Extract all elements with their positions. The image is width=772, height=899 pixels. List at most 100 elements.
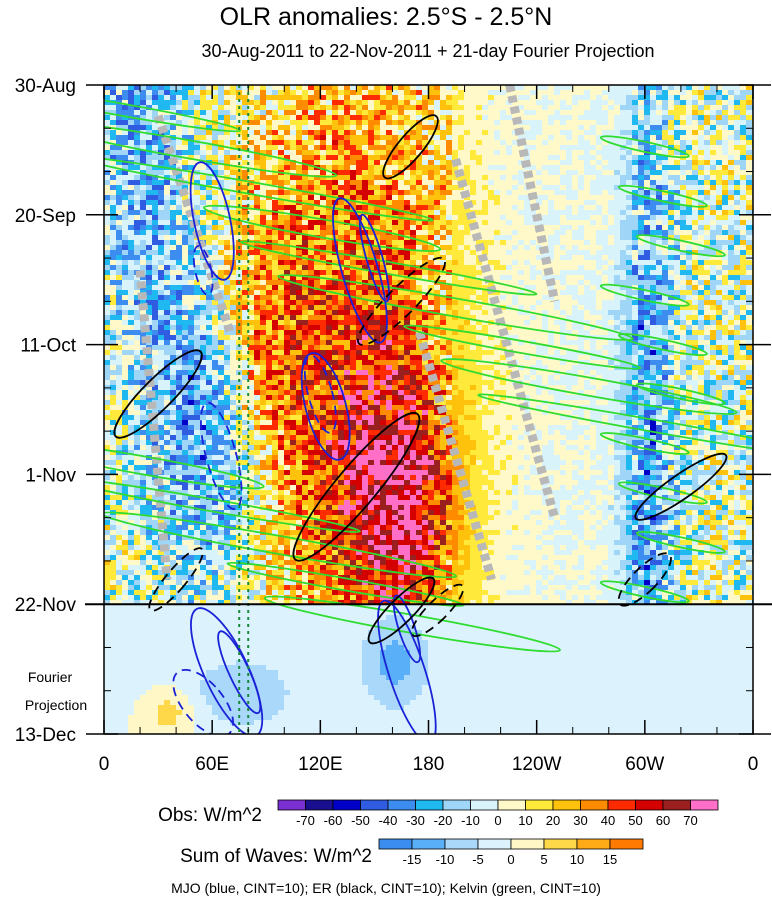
obs-field-cell: [110, 110, 117, 116]
projection-field-cell: [200, 610, 207, 616]
projection-field-cell: [170, 630, 177, 636]
projection-field-cell: [188, 695, 195, 701]
obs-field-cell: [104, 90, 111, 96]
obs-field-cell: [110, 495, 117, 501]
obs-field-cell: [314, 370, 321, 376]
obs-field-cell: [110, 115, 117, 121]
obs-field-cell: [236, 310, 243, 316]
projection-field-cell: [326, 640, 333, 646]
obs-field-cell: [218, 350, 225, 356]
obs-field-cell: [164, 425, 171, 431]
obs-field-cell: [236, 535, 243, 541]
obs-field-cell: [182, 550, 189, 556]
projection-field-cell: [128, 660, 135, 666]
obs-field-cell: [272, 555, 279, 561]
obs-field-cell: [260, 600, 267, 606]
obs-field-cell: [290, 320, 297, 326]
obs-field-cell: [230, 580, 237, 586]
obs-field-cell: [218, 120, 225, 126]
projection-field-cell: [272, 650, 279, 656]
obs-field-cell: [254, 120, 261, 126]
obs-field-cell: [314, 490, 321, 496]
obs-field-cell: [296, 260, 303, 266]
obs-field-cell: [128, 560, 135, 566]
obs-field-cell: [326, 325, 333, 331]
obs-field-cell: [320, 330, 327, 336]
projection-field-cell: [116, 685, 123, 691]
projection-field-cell: [266, 625, 273, 631]
projection-field-cell: [194, 690, 201, 696]
projection-field-cell: [164, 715, 171, 721]
obs-field-cell: [308, 385, 315, 391]
obs-field-cell: [146, 535, 153, 541]
obs-field-cell: [218, 360, 225, 366]
obs-field-cell: [218, 95, 225, 101]
obs-field-cell: [272, 430, 279, 436]
obs-field-cell: [266, 190, 273, 196]
projection-field-cell: [224, 680, 231, 686]
projection-field-cell: [248, 665, 255, 671]
obs-field-cell: [122, 310, 129, 316]
projection-field-cell: [110, 715, 117, 721]
projection-field-cell: [248, 635, 255, 641]
projection-field-cell: [266, 605, 273, 611]
projection-field-cell: [248, 630, 255, 636]
projection-field-cell: [134, 695, 141, 701]
projection-field-cell: [122, 710, 129, 716]
obs-field-cell: [182, 560, 189, 566]
obs-field-cell: [314, 245, 321, 251]
obs-field-cell: [218, 190, 225, 196]
obs-field-cell: [128, 300, 135, 306]
obs-field-cell: [224, 230, 231, 236]
projection-field-cell: [176, 690, 183, 696]
obs-field-cell: [164, 250, 171, 256]
obs-field-cell: [200, 420, 207, 426]
obs-field-cell: [164, 245, 171, 251]
obs-field-cell: [122, 295, 129, 301]
projection-field-cell: [158, 710, 165, 716]
obs-field-cell: [284, 460, 291, 466]
obs-field-cell: [236, 480, 243, 486]
obs-field-cell: [230, 165, 237, 171]
projection-field-cell: [272, 620, 279, 626]
obs-field-cell: [272, 300, 279, 306]
projection-field-cell: [242, 615, 249, 621]
obs-field-cell: [104, 220, 111, 226]
obs-field-cell: [278, 525, 285, 531]
projection-field-cell: [224, 610, 231, 616]
obs-field-cell: [230, 180, 237, 186]
obs-field-cell: [290, 290, 297, 296]
obs-field-cell: [110, 150, 117, 156]
projection-field-cell: [140, 685, 147, 691]
obs-field-cell: [302, 455, 309, 461]
obs-field-cell: [320, 375, 327, 381]
projection-field-cell: [314, 690, 321, 696]
obs-field-cell: [278, 160, 285, 166]
obs-field-cell: [308, 175, 315, 181]
obs-field-cell: [242, 115, 249, 121]
obs-field-cell: [248, 535, 255, 541]
obs-field-cell: [242, 295, 249, 301]
obs-field-cell: [260, 425, 267, 431]
projection-field-cell: [296, 630, 303, 636]
projection-field-cell: [218, 720, 225, 726]
projection-field-cell: [320, 690, 327, 696]
obs-field-cell: [218, 200, 225, 206]
obs-field-cell: [122, 410, 129, 416]
obs-field-cell: [188, 490, 195, 496]
obs-field-cell: [260, 310, 267, 316]
projection-field-cell: [116, 730, 123, 734]
obs-field-cell: [164, 450, 171, 456]
chart-subtitle: 30-Aug-2011 to 22-Nov-2011 + 21-day Four…: [201, 41, 654, 61]
obs-field-cell: [212, 365, 219, 371]
obs-field-cell: [152, 200, 159, 206]
obs-field-cell: [314, 185, 321, 191]
obs-field-cell: [290, 560, 297, 566]
obs-field-cell: [104, 100, 111, 106]
obs-field-cell: [110, 380, 117, 386]
obs-field-cell: [236, 220, 243, 226]
projection-field-cell: [122, 640, 129, 646]
obs-field-cell: [134, 85, 141, 91]
projection-field-cell: [230, 700, 237, 706]
projection-field-cell: [206, 660, 213, 666]
